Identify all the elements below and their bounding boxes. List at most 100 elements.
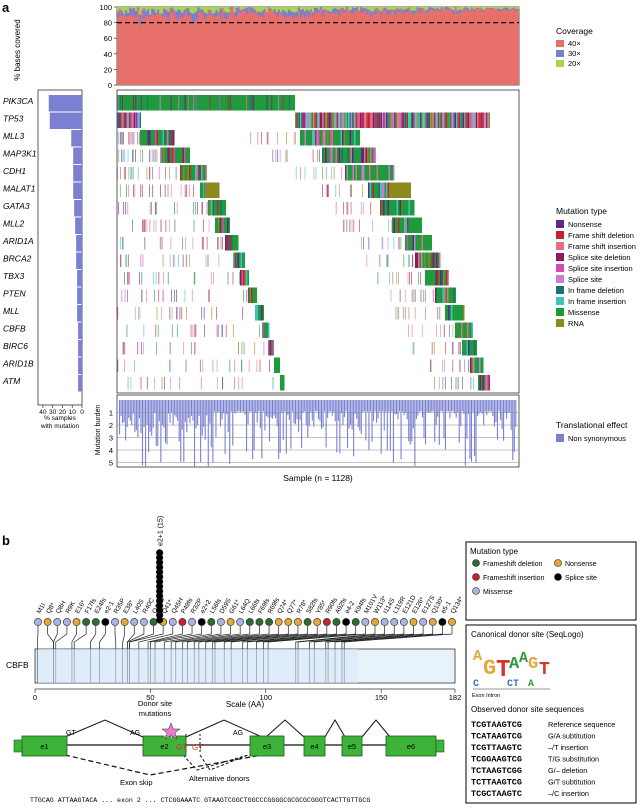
coverage-30x-bar	[434, 8, 437, 11]
oncoprint-cell	[188, 147, 190, 163]
oncoprint-cell	[410, 217, 412, 233]
oncoprint-cell	[393, 112, 396, 128]
mutation-legend-label: RNA	[568, 319, 584, 328]
oncoprint-cell	[139, 307, 141, 320]
oncoprint-cell	[466, 340, 468, 356]
oncoprint-cell	[149, 167, 151, 180]
oncoprint-cell	[397, 112, 399, 128]
coverage-20x-bar	[472, 7, 475, 10]
oncoprint-cell	[389, 112, 392, 128]
burden-bar	[336, 400, 338, 453]
panel-b-legend: Mutation type Frameshift deletion Nonsens…	[465, 541, 637, 621]
oncoprint-cell	[131, 112, 133, 128]
oncoprint-cell	[251, 287, 253, 303]
oncoprint-cell	[372, 219, 374, 232]
oncoprint-cell	[154, 377, 155, 390]
oncoprint-cell	[306, 112, 308, 128]
oncoprint-cell	[125, 254, 127, 267]
coverage-20x-bar	[283, 7, 287, 11]
pct-tick-label: 40	[39, 409, 47, 416]
oncoprint-cell	[349, 147, 351, 163]
oncoprint-cell	[149, 184, 151, 197]
oncoprint-cell	[249, 287, 251, 303]
coverage-ylabel: % bases covered	[13, 19, 22, 80]
oncoprint-cell	[383, 182, 385, 198]
coverage-30x-bar	[121, 11, 124, 17]
burden-bar	[154, 400, 156, 413]
oncoprint-cell	[176, 289, 177, 302]
coverage-legend-swatch	[556, 50, 564, 57]
oncoprint-cell	[341, 167, 343, 180]
coverage-30x-bar	[161, 13, 164, 17]
burden-bar	[498, 400, 500, 412]
oncoprint-cell	[368, 237, 370, 250]
oncoprint-cell	[191, 342, 193, 355]
coverage-30x-bar	[504, 7, 508, 11]
oncoprint-cell	[432, 112, 435, 128]
oncoprint-cell	[194, 342, 196, 355]
oncoprint-cell	[211, 307, 213, 320]
coverage-20x-bar	[117, 7, 120, 12]
oncoprint-cell	[360, 112, 362, 128]
oncoprint-cell	[123, 342, 125, 355]
coverage-20x-bar	[352, 7, 355, 8]
exon-label: e2	[160, 742, 168, 751]
gene-label: MLL2	[3, 219, 25, 229]
coverage-20x-bar	[408, 7, 411, 8]
coverage-30x-bar	[470, 7, 473, 10]
oncoprint-cell	[142, 254, 144, 267]
burden-bar	[218, 400, 220, 413]
coverage-30x-bar	[283, 10, 287, 19]
burden-bar	[460, 400, 462, 427]
oncoprint-cell	[305, 112, 307, 128]
oncoprint-cell	[237, 235, 239, 251]
burden-bar	[203, 400, 205, 427]
oncoprint-cell	[139, 132, 140, 145]
lollipop-connector	[309, 626, 395, 649]
gene-label: MLL3	[3, 131, 25, 141]
oncoprint-cell	[373, 112, 375, 128]
coverage-30x-bar	[265, 12, 268, 13]
oncoprint-cell	[171, 130, 173, 146]
oncoprint-cell	[121, 237, 123, 250]
oncoprint-cell	[169, 147, 171, 163]
oncoprint-cell	[180, 165, 182, 181]
coverage-20x-bar	[253, 7, 256, 10]
burden-bar	[412, 400, 414, 429]
oncoprint-cell	[421, 324, 423, 337]
burden-bar	[440, 400, 442, 412]
oncoprint-cell	[278, 95, 280, 111]
oncoprint-cell	[391, 112, 393, 128]
burden-bar	[359, 400, 361, 431]
coverage-20x-bar	[289, 7, 293, 12]
coverage-20x-bar	[490, 7, 494, 8]
oncoprint-cell	[360, 165, 362, 181]
oncoprint-cell	[133, 95, 135, 111]
oncoprint-cell	[180, 184, 182, 197]
panel-b-legend-label: Missense	[483, 589, 513, 596]
oncoprint-cell	[132, 149, 133, 162]
oncoprint-cell	[259, 305, 261, 321]
oncoprint-cell	[201, 237, 203, 250]
oncoprint-cell	[388, 165, 390, 181]
oncoprint-cell	[446, 270, 448, 286]
gene-label: CDH1	[3, 166, 26, 176]
oncoprint-cell	[433, 252, 435, 268]
pct-samples-bar	[77, 270, 82, 287]
oncoprint-cell	[167, 130, 169, 146]
oncoprint-cell	[241, 359, 242, 372]
donor-label-1: Donor site	[138, 699, 172, 708]
oncoprint-cell	[155, 202, 156, 215]
lollipop-head	[245, 618, 254, 626]
coverage-30x-bar	[197, 7, 200, 13]
oncoprint-cell	[393, 182, 395, 198]
burden-bar	[428, 400, 430, 413]
oncoprint-cell	[348, 112, 350, 128]
burden-bar	[216, 400, 219, 412]
burden-bar	[141, 400, 144, 466]
oncoprint-cell	[345, 165, 347, 181]
lollipop-connector	[198, 626, 270, 649]
gt-label-alt-2: GT	[192, 743, 203, 752]
oncoprint-cell	[218, 254, 220, 267]
oncoprint-cell	[343, 219, 345, 232]
